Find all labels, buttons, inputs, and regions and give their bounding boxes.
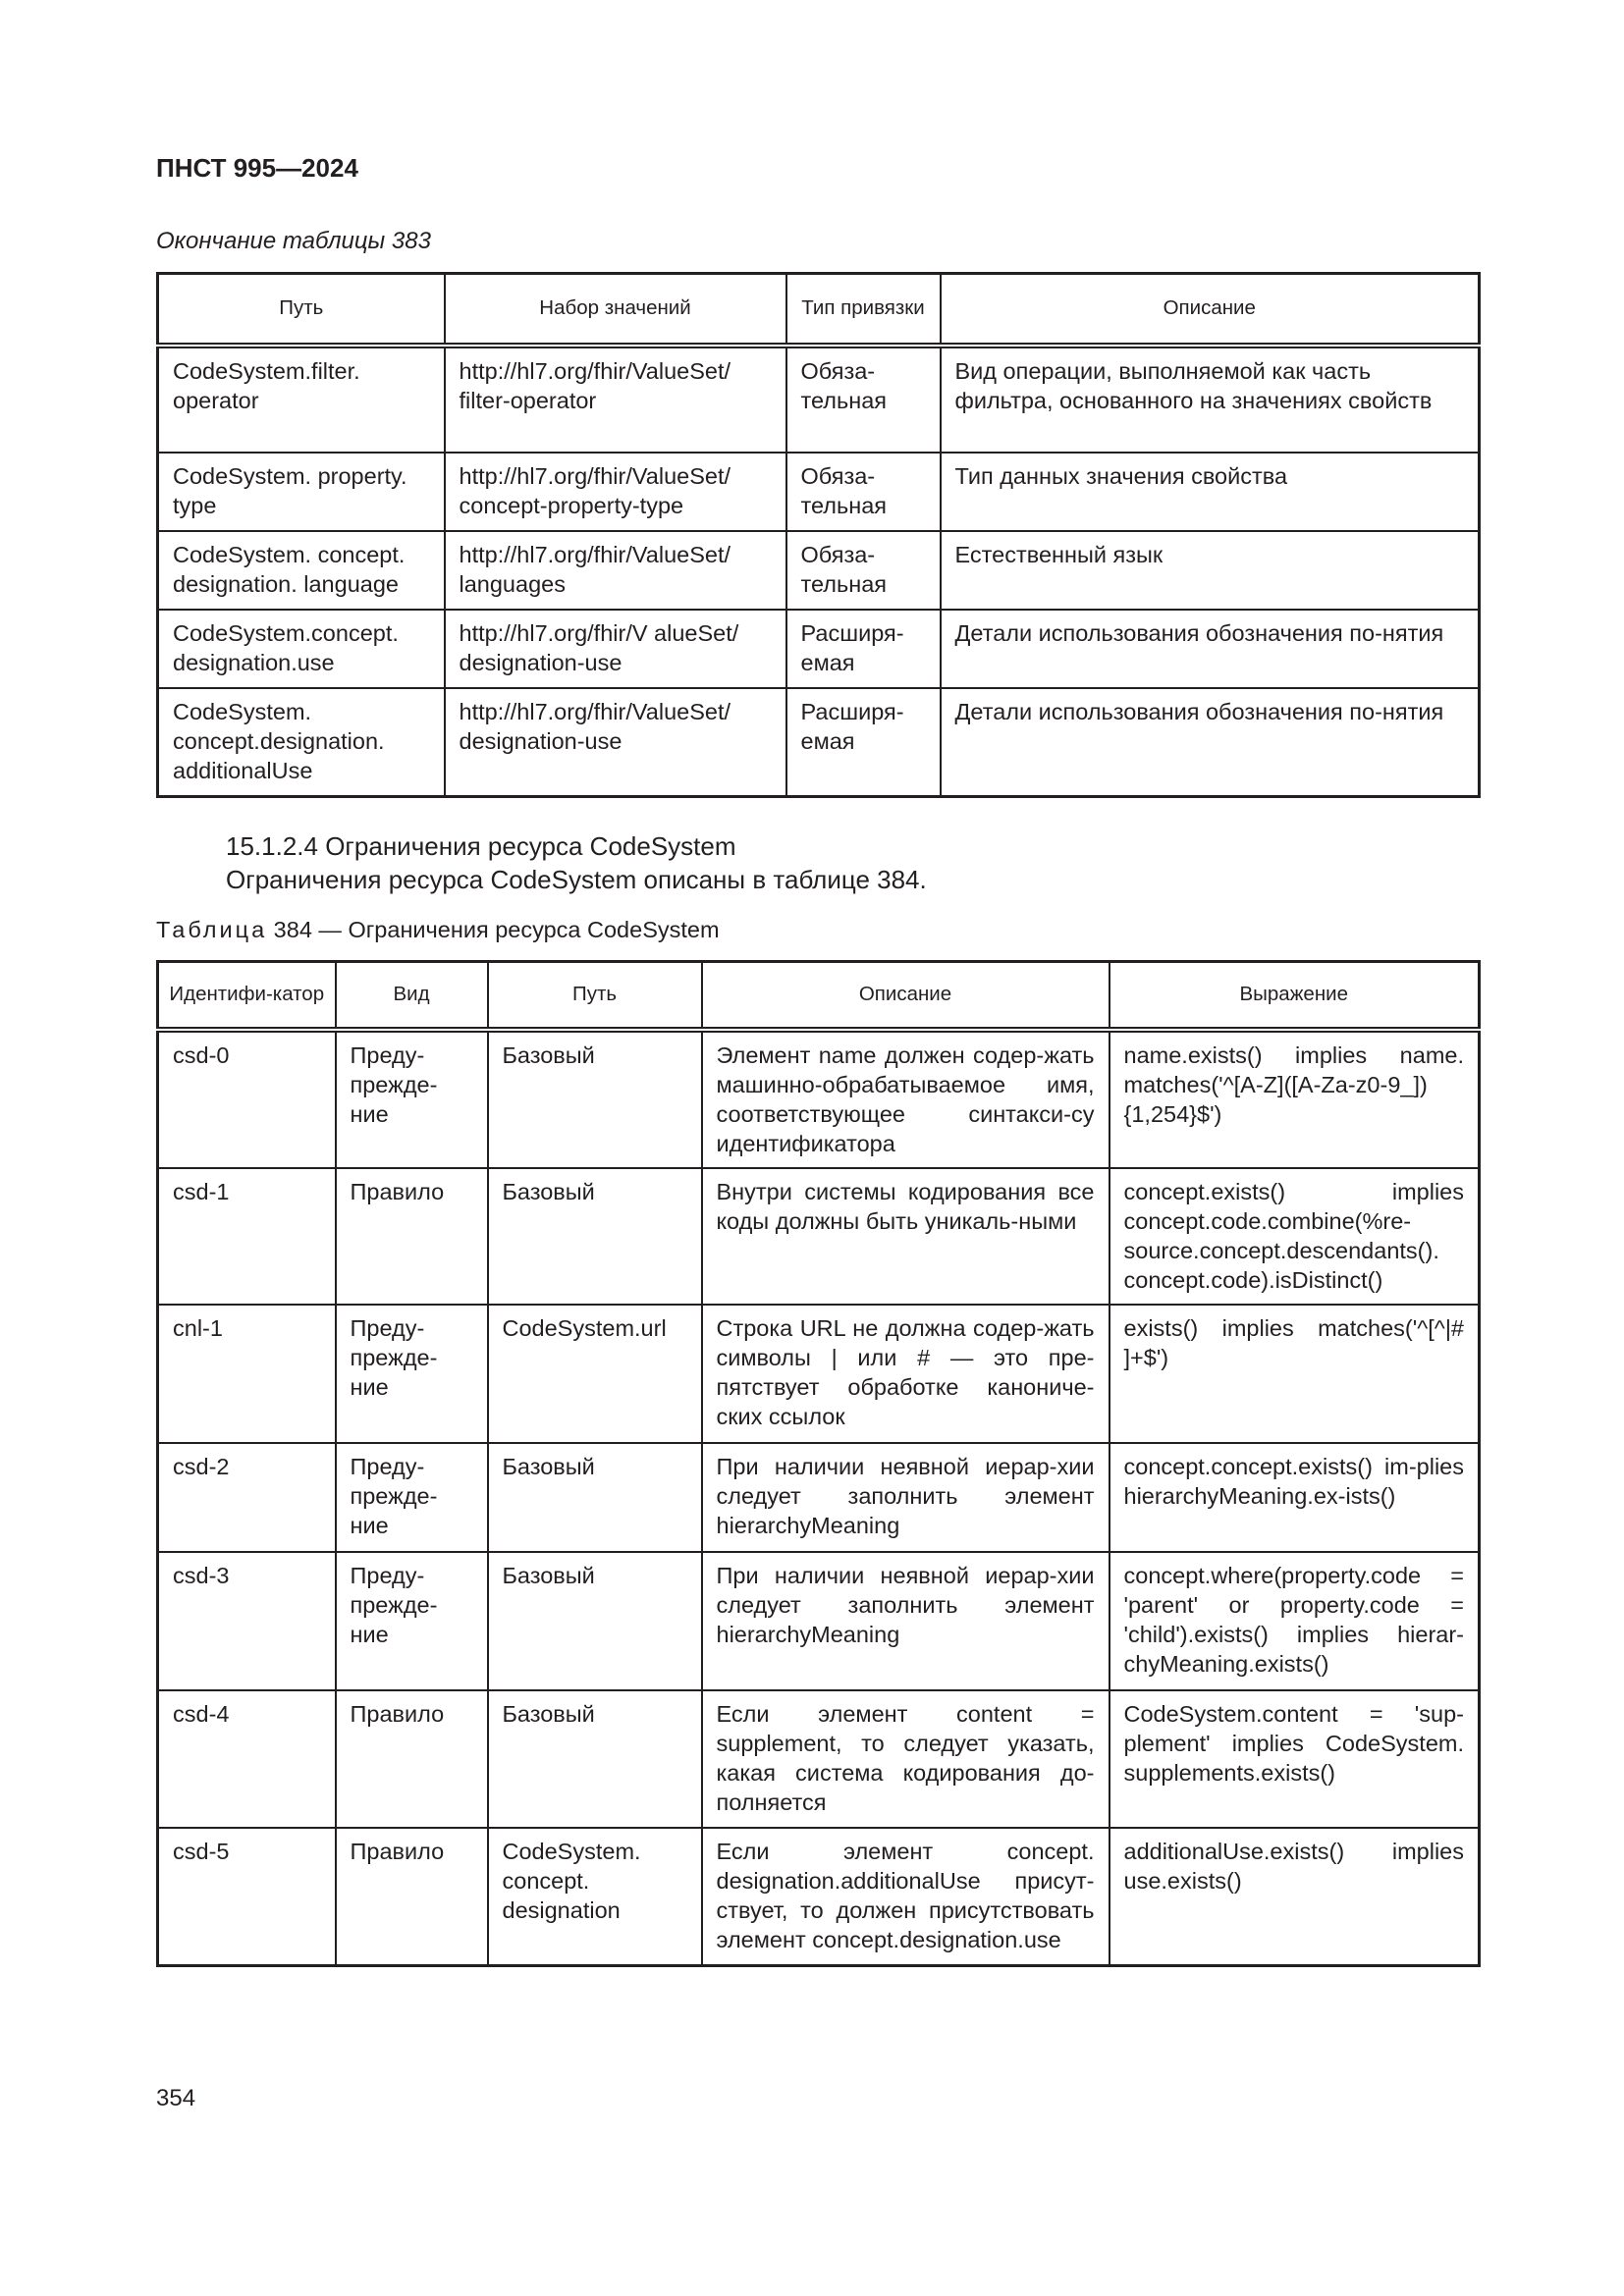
table-cell: http://hl7.org/fhir/ValueSet/ concept-pr… (443, 451, 787, 532)
caption-label: Таблица (156, 917, 268, 942)
table-row: csd-1 Правило Базовый Внутри системы кодиро… (156, 1166, 1481, 1306)
table-cell: exists() implies matches('^[^|# ]+$') (1108, 1303, 1481, 1444)
column-header: Тип привязки (785, 272, 942, 347)
table-cell: Естественный язык (939, 529, 1481, 611)
table-cell: http://hl7.org/fhir/V alueSet/ designati… (443, 608, 787, 689)
column-header: Набор значений (443, 272, 787, 347)
table-cell: cnl-1 (156, 1303, 337, 1444)
table-cell: Базовый (486, 1166, 703, 1306)
table-cell: Детали использования обозначения по-няти… (939, 686, 1481, 798)
table-row: CodeSystem. concept. designation. langua… (156, 529, 1481, 611)
document-code: ПНСТ 995—2024 (156, 153, 358, 183)
table-383: Путь Набор значений Тип привязки Описани… (156, 272, 1481, 798)
table-cell: Преду-прежде-ние (334, 1550, 489, 1691)
table-row: csd-4 Правило Базовый Если элемент content … (156, 1688, 1481, 1829)
section-text: Ограничения ресурса CodeSystem описаны в… (226, 865, 927, 894)
table-cell: CodeSystem. concept. designation. langua… (156, 529, 446, 611)
table-cell: Преду-прежде-ние (334, 1303, 489, 1444)
table-row: csd-5 Правило CodeSystem. concept. designa… (156, 1826, 1481, 1967)
table-384-caption: Таблица 384 — Ограничения ресурса CodeSy… (156, 917, 720, 943)
table-cell: Правило (334, 1826, 489, 1967)
table-cell: CodeSystem.concept. designation.use (156, 608, 446, 689)
table-cell: Правило (334, 1166, 489, 1306)
table-384: Идентифи-катор Вид Путь Описание Выражен… (156, 960, 1481, 1967)
table-cell: При наличии неявной иерар-хии следует за… (700, 1441, 1110, 1553)
table-cell: additionalUse.exists() implies use.exist… (1108, 1826, 1481, 1967)
column-header: Путь (486, 960, 703, 1031)
table-row: csd-3 Преду-прежде-ние Базовый При наличии … (156, 1550, 1481, 1691)
table-383-continuation-caption: Окончание таблицы 383 (156, 228, 431, 254)
table-cell: Элемент name должен содер-жать машинно-о… (700, 1028, 1110, 1169)
table-cell: Обяза-тельная (785, 344, 942, 454)
table-cell: Внутри системы кодирования все коды долж… (700, 1166, 1110, 1306)
column-header: Путь (156, 272, 446, 347)
table-row: CodeSystem. property. type http://hl7.org… (156, 451, 1481, 532)
column-header: Выражение (1108, 960, 1481, 1031)
table-cell: CodeSystem.url (486, 1303, 703, 1444)
table-cell: Правило (334, 1688, 489, 1829)
table-cell: csd-2 (156, 1441, 337, 1553)
table-cell: csd-1 (156, 1166, 337, 1306)
table-row: CodeSystem.filter. operator http://hl7.or… (156, 344, 1481, 454)
table-row: cnl-1 Преду-прежде-ние CodeSystem.url Строк… (156, 1303, 1481, 1444)
section-heading: 15.1.2.4 Ограничения ресурса CodeSystem (226, 831, 736, 861)
table-header-row: Идентифи-катор Вид Путь Описание Выражен… (156, 960, 1481, 1031)
table-cell: csd-4 (156, 1688, 337, 1829)
table-cell: Строка URL не должна содер-жать символы … (700, 1303, 1110, 1444)
column-header: Идентифи-катор (156, 960, 337, 1031)
table-cell: CodeSystem.filter. operator (156, 344, 446, 454)
table-cell: Обяза-тельная (785, 451, 942, 532)
table-cell: concept.concept.exists() im-plies hierar… (1108, 1441, 1481, 1553)
table-cell: Преду-прежде-ние (334, 1441, 489, 1553)
table-cell: http://hl7.org/fhir/ValueSet/ languages (443, 529, 787, 611)
column-header: Описание (700, 960, 1110, 1031)
table-cell: Базовый (486, 1028, 703, 1169)
table-cell: CodeSystem. concept. designation (486, 1826, 703, 1967)
table-header-row: Путь Набор значений Тип привязки Описани… (156, 272, 1481, 347)
table-cell: Базовый (486, 1550, 703, 1691)
table-cell: Обяза-тельная (785, 529, 942, 611)
table-cell: Преду-прежде-ние (334, 1028, 489, 1169)
table-cell: Детали использования обозначения по-няти… (939, 608, 1481, 689)
table-cell: CodeSystem.content = 'sup-plement' impli… (1108, 1688, 1481, 1829)
table-cell: http://hl7.org/fhir/ValueSet/ filter-ope… (443, 344, 787, 454)
table-cell: name.exists() implies name. matches('^[A… (1108, 1028, 1481, 1169)
caption-title: 384 — Ограничения ресурса CodeSystem (267, 917, 720, 942)
table-cell: Базовый (486, 1688, 703, 1829)
column-header: Вид (334, 960, 489, 1031)
table-cell: Тип данных значения свойства (939, 451, 1481, 532)
table-row: csd-2 Преду-прежде-ние Базовый При наличии … (156, 1441, 1481, 1553)
table-cell: csd-5 (156, 1826, 337, 1967)
table-cell: Базовый (486, 1441, 703, 1553)
table-cell: Вид операции, выполняемой как часть филь… (939, 344, 1481, 454)
table-row: csd-0 Преду-прежде-ние Базовый Элемент name… (156, 1028, 1481, 1169)
table-cell: concept.exists() implies concept.code.co… (1108, 1166, 1481, 1306)
table-cell: csd-3 (156, 1550, 337, 1691)
table-cell: CodeSystem. property. type (156, 451, 446, 532)
table-cell: Если элемент content = supplement, то сл… (700, 1688, 1110, 1829)
table-cell: Расширя-емая (785, 608, 942, 689)
table-row: CodeSystem. concept.designation. additio… (156, 686, 1481, 798)
table-cell: concept.where(property.code = 'parent' o… (1108, 1550, 1481, 1691)
table-cell: Если элемент concept. designation.additi… (700, 1826, 1110, 1967)
column-header: Описание (939, 272, 1481, 347)
table-cell: Расширя-емая (785, 686, 942, 798)
table-cell: При наличии неявной иерар-хии следует за… (700, 1550, 1110, 1691)
table-cell: http://hl7.org/fhir/ValueSet/ designatio… (443, 686, 787, 798)
table-cell: csd-0 (156, 1028, 337, 1169)
page-number: 354 (156, 2085, 196, 2111)
table-row: CodeSystem.concept. designation.use http:… (156, 608, 1481, 689)
table-cell: CodeSystem. concept.designation. additio… (156, 686, 446, 798)
